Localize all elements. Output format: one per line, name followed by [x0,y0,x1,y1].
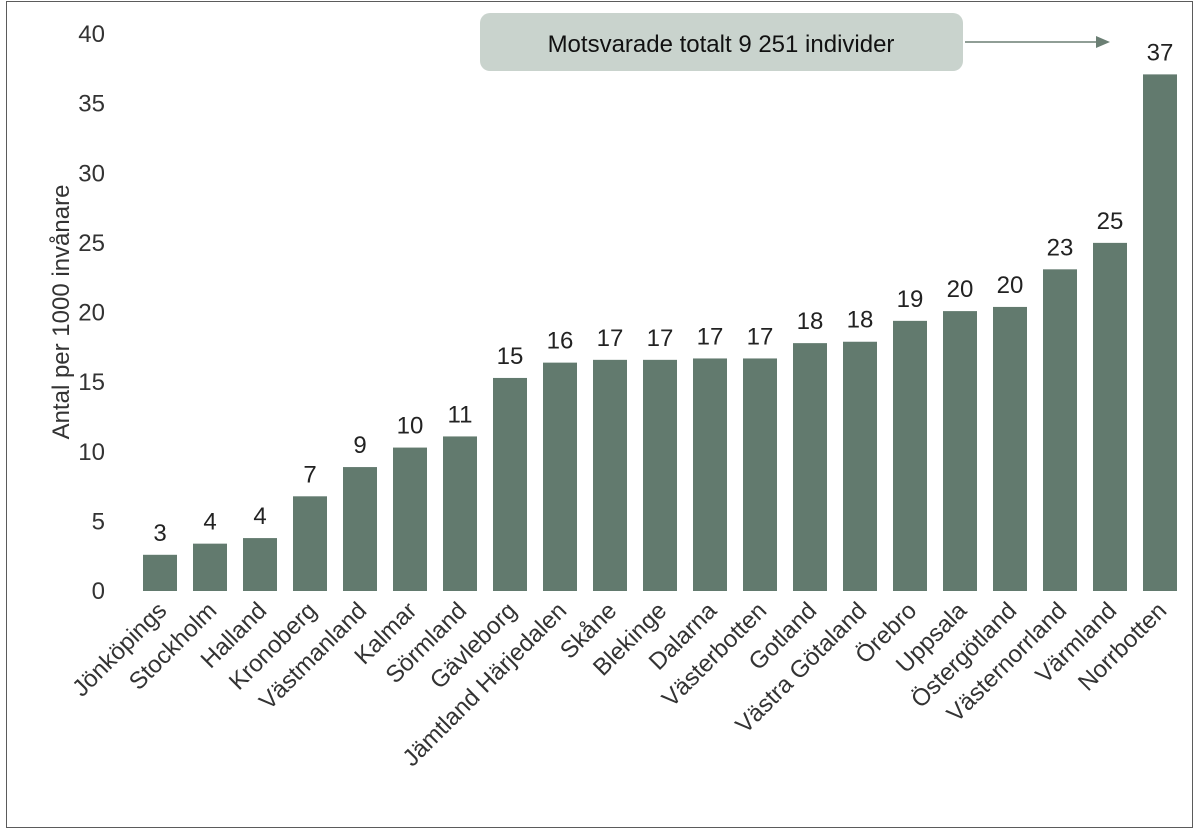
data-label: 4 [253,503,266,530]
bar-chart: 0 5 10 15 20 25 30 35 40 Antal per 1000 invånare… [48,13,1177,772]
data-label: 10 [397,413,424,440]
bar [893,320,927,591]
bar [593,359,627,591]
data-labels: 3 4 4 7 9 10 11 15 16 17 17 17 17 18 18 19 20 20 23 25 37 [153,39,1173,546]
data-label: 23 [1047,234,1074,261]
data-label: 25 [1097,208,1124,235]
y-tick-label: 25 [78,230,105,257]
data-label: 19 [897,286,924,313]
y-tick-label: 20 [78,300,105,327]
bars [143,74,1177,591]
bar [943,311,977,591]
callout-text: Motsvarade totalt 9 251 individer [548,31,895,58]
data-label: 7 [303,461,316,488]
y-tick-label: 30 [78,160,105,187]
y-axis-ticks: 0 5 10 15 20 25 30 35 40 [78,21,105,605]
bar [243,538,277,591]
bar [993,306,1027,591]
data-label: 4 [203,509,216,536]
data-label: 17 [597,325,624,352]
bar [293,496,327,591]
bar [843,341,877,591]
bar [743,358,777,591]
data-label: 9 [353,432,366,459]
bar [393,447,427,591]
data-label: 18 [847,307,874,334]
bar [443,436,477,591]
chart-frame: 0 5 10 15 20 25 30 35 40 Antal per 1000 invånare… [6,1,1193,828]
data-label: 17 [747,323,774,350]
bar [493,377,527,591]
y-tick-label: 40 [78,21,105,48]
bar [793,343,827,591]
bar [1043,269,1077,591]
y-tick-label: 10 [78,439,105,466]
bar [643,359,677,591]
callout-arrowhead [1096,36,1110,48]
data-label: 20 [947,276,974,303]
data-label: 37 [1147,39,1174,66]
data-label: 15 [497,343,524,370]
callout-box [480,13,963,71]
y-tick-label: 35 [78,91,105,118]
data-label: 16 [547,328,574,355]
y-tick-label: 5 [92,508,105,535]
y-tick-label: 0 [92,578,105,605]
bar [693,358,727,591]
data-label: 20 [997,272,1024,299]
y-axis-label: Antal per 1000 invånare [48,185,75,440]
bar [1093,242,1127,591]
bar [193,543,227,591]
data-label: 17 [697,323,724,350]
annotation-callout: Motsvarade totalt 9 251 individer [480,13,1110,71]
data-label: 17 [647,325,674,352]
y-tick-label: 15 [78,369,105,396]
data-label: 18 [797,308,824,335]
data-label: 3 [153,520,166,547]
bar [343,467,377,591]
category-labels: JönköpingsStockholmHallandKronobergVästm… [67,597,1172,772]
bar [1143,74,1177,591]
data-label: 11 [448,401,473,428]
bar [143,554,177,591]
bar [543,362,577,591]
